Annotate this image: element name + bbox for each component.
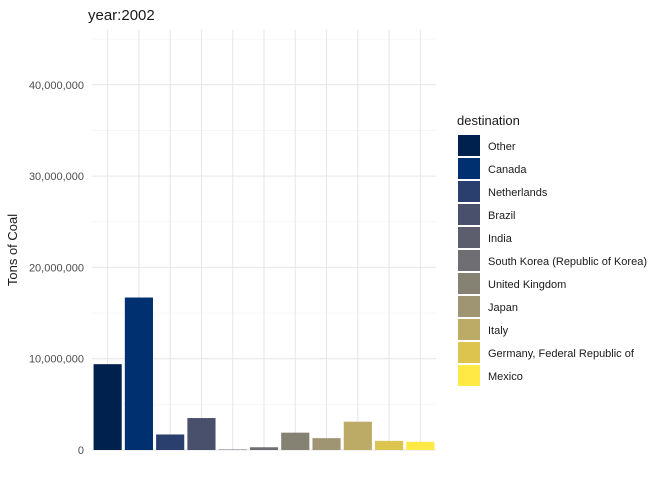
y-tick-label: 10,000,000 [29,354,84,366]
legend-key [458,342,480,363]
legend-key [458,158,480,179]
bar-japan [312,438,341,450]
legend-key [458,204,480,225]
legend-key [458,227,480,248]
y-tick-label: 20,000,000 [29,262,84,274]
bar-united-kingdom [281,432,310,450]
legend-key [458,365,480,386]
bar-other [93,364,122,450]
legend-key [458,135,480,156]
legend-label: Germany, Federal Republic of [488,348,635,360]
y-tick-label: 40,000,000 [29,80,84,92]
y-axis-title: Tons of Coal [5,214,20,286]
bars [93,297,435,450]
y-tick-label: 0 [78,445,84,457]
legend: destination Other Canada Netherlands Brazil… [457,113,647,386]
bar-south-korea-republic-of-korea [249,447,279,450]
bar-canada [124,297,153,450]
legend-label: Brazil [488,210,516,222]
legend-label: India [488,233,513,245]
bar-italy [343,421,372,450]
legend-label: Japan [488,302,518,314]
legend-key [458,250,480,271]
legend-key [458,319,480,340]
y-axis-tick-labels: 0 10,000,000 20,000,000 30,000,000 40,000,00… [29,80,84,457]
legend-label: Other [488,141,516,153]
bar-brazil [187,418,216,450]
legend-key [458,296,480,317]
legend-title: destination [457,113,520,128]
chart-title: year:2002 [88,7,155,24]
bar-netherlands [156,434,185,450]
legend-label: Italy [488,325,509,337]
legend-key [458,273,480,294]
bar-mexico [406,441,435,450]
bar-germany-federal-republic-of [375,440,404,450]
legend-label: United Kingdom [488,279,566,291]
legend-label: Canada [488,164,527,176]
legend-key [458,181,480,202]
legend-label: Mexico [488,371,523,383]
legend-label: Netherlands [488,187,548,199]
legend-label: South Korea (Republic of Korea) [488,256,647,268]
y-tick-label: 30,000,000 [29,171,84,183]
